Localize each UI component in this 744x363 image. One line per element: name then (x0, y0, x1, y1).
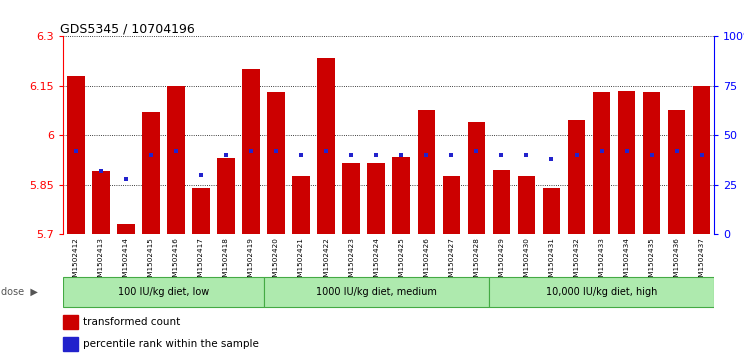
Text: GSM1502418: GSM1502418 (223, 237, 229, 286)
Text: GDS5345 / 10704196: GDS5345 / 10704196 (60, 22, 195, 35)
Text: GSM1502427: GSM1502427 (449, 237, 455, 286)
Text: GSM1502426: GSM1502426 (423, 237, 429, 286)
Text: GSM1502428: GSM1502428 (473, 237, 479, 286)
Bar (267, 92, 285, 234)
Text: GSM1502415: GSM1502415 (148, 237, 154, 286)
Bar (693, 86, 711, 234)
Text: GSM1502419: GSM1502419 (248, 237, 254, 286)
Text: GSM1502436: GSM1502436 (673, 237, 680, 286)
Text: GSM1502420: GSM1502420 (273, 237, 279, 286)
Bar (243, 69, 260, 234)
Bar (117, 224, 135, 234)
Text: GSM1502423: GSM1502423 (348, 237, 354, 286)
Text: GSM1502431: GSM1502431 (548, 237, 554, 286)
Bar (489, 277, 714, 307)
Bar (443, 176, 460, 234)
Text: GSM1502421: GSM1502421 (298, 237, 304, 286)
Bar (263, 277, 489, 307)
Bar (292, 176, 310, 234)
Text: GSM1502422: GSM1502422 (323, 237, 329, 286)
Bar (393, 157, 410, 234)
Bar (618, 91, 635, 234)
Text: GSM1502424: GSM1502424 (373, 237, 379, 286)
Bar (63, 315, 77, 329)
Text: GSM1502425: GSM1502425 (398, 237, 404, 286)
Text: 1000 IU/kg diet, medium: 1000 IU/kg diet, medium (315, 287, 437, 297)
Bar (568, 121, 586, 234)
Bar (468, 122, 485, 234)
Bar (493, 170, 510, 234)
Bar (518, 176, 535, 234)
Text: dose  ▶: dose ▶ (1, 287, 39, 297)
Bar (167, 86, 185, 234)
Text: GSM1502434: GSM1502434 (623, 237, 629, 286)
Text: GSM1502433: GSM1502433 (599, 237, 605, 286)
Text: GSM1502429: GSM1502429 (498, 237, 504, 286)
Text: GSM1502435: GSM1502435 (649, 237, 655, 286)
Text: GSM1502413: GSM1502413 (97, 237, 104, 286)
Bar (668, 110, 685, 234)
Text: 100 IU/kg diet, low: 100 IU/kg diet, low (118, 287, 209, 297)
Bar (643, 92, 661, 234)
Bar (63, 337, 77, 351)
Bar (217, 158, 235, 234)
Bar (417, 110, 435, 234)
Bar (342, 163, 360, 234)
Bar (92, 171, 109, 234)
Text: GSM1502417: GSM1502417 (198, 237, 204, 286)
Bar (142, 112, 160, 234)
Bar (318, 58, 335, 234)
Text: GSM1502430: GSM1502430 (524, 237, 530, 286)
Bar (67, 76, 85, 234)
Text: GSM1502432: GSM1502432 (574, 237, 580, 286)
Text: GSM1502437: GSM1502437 (699, 237, 705, 286)
Bar (192, 188, 210, 234)
Bar (63, 277, 263, 307)
Bar (368, 163, 385, 234)
Text: 10,000 IU/kg diet, high: 10,000 IU/kg diet, high (546, 287, 657, 297)
Text: GSM1502414: GSM1502414 (123, 237, 129, 286)
Text: GSM1502412: GSM1502412 (73, 237, 79, 286)
Text: percentile rank within the sample: percentile rank within the sample (83, 339, 259, 349)
Text: transformed count: transformed count (83, 317, 180, 327)
Text: GSM1502416: GSM1502416 (173, 237, 179, 286)
Bar (542, 188, 560, 234)
Bar (593, 92, 610, 234)
